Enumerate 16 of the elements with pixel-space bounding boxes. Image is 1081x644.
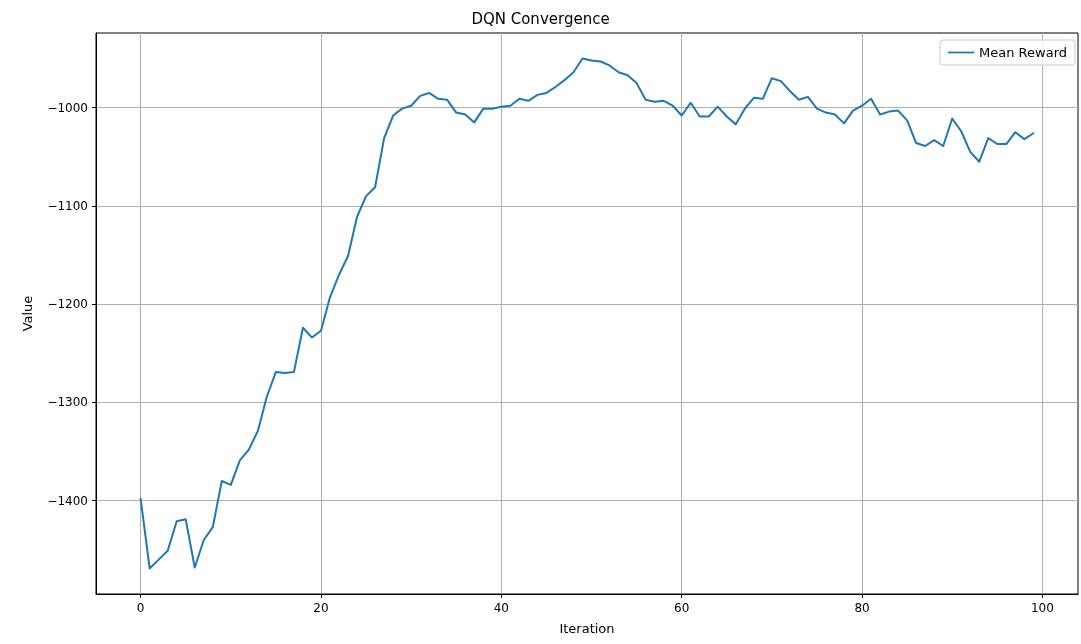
y-tick-label: −1000 <box>47 100 88 115</box>
chart-title: DQN Convergence <box>471 9 610 28</box>
x-tick-label: 100 <box>1030 601 1054 615</box>
x-tick-label: 0 <box>136 601 145 615</box>
legend-label: Mean Reward <box>979 45 1067 60</box>
line-series <box>139 57 1035 570</box>
y-tick-label: −1400 <box>47 493 88 508</box>
y-tick-label: −1100 <box>47 198 88 213</box>
y-tick-label: −1300 <box>47 395 88 410</box>
y-tick-label: −1200 <box>47 297 88 312</box>
x-tick-label: 60 <box>674 601 690 615</box>
y-axis-title: Value <box>20 295 35 332</box>
x-tick-label: 40 <box>493 601 509 615</box>
x-tick-label: 80 <box>854 601 870 615</box>
x-tick-label: 20 <box>313 601 329 615</box>
x-axis-title: Iteration <box>559 621 615 636</box>
